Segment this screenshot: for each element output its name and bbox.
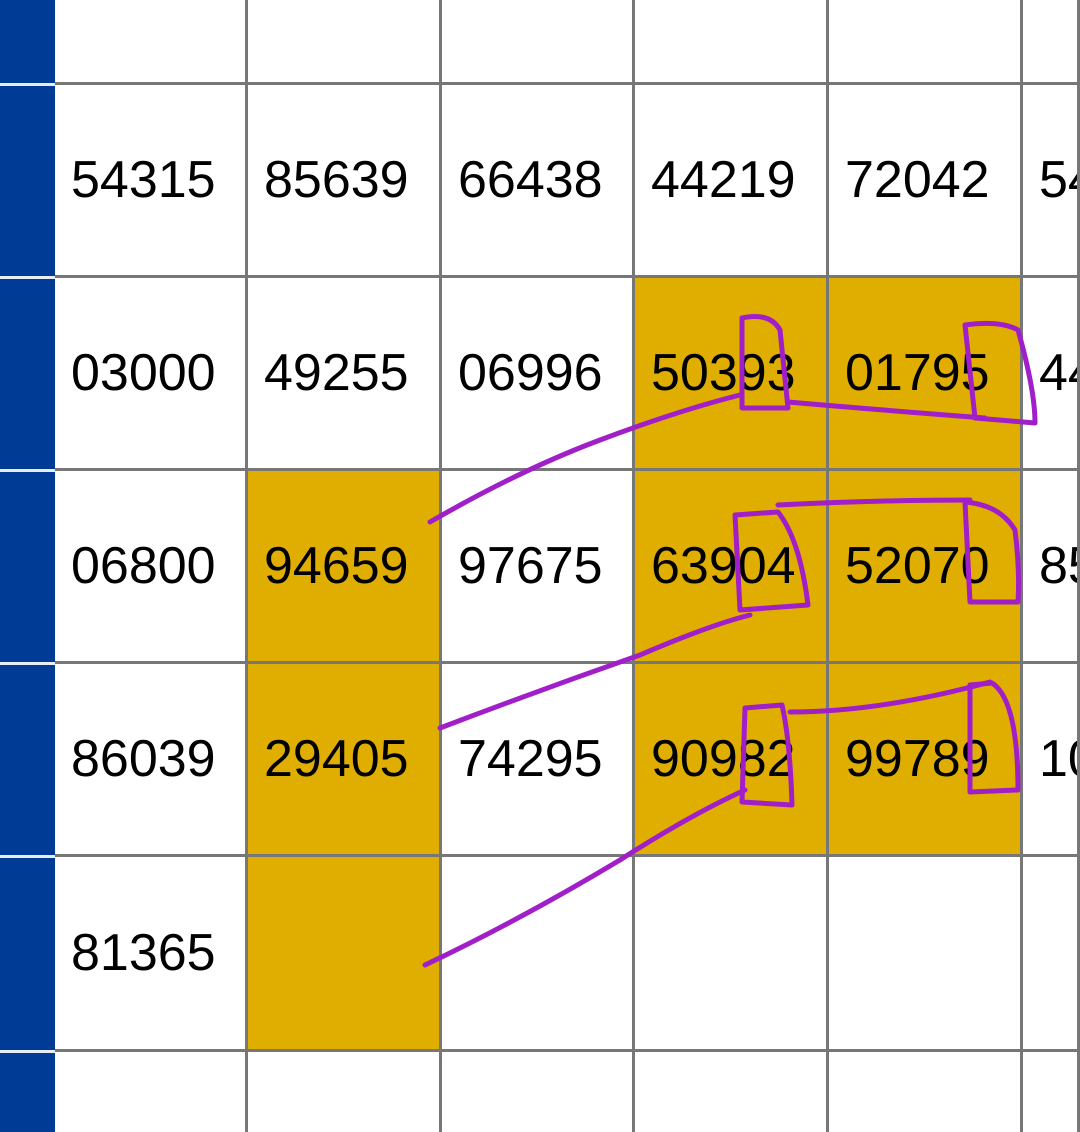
row-header-separator <box>0 276 55 279</box>
table-cell[interactable]: 06996 <box>442 278 635 471</box>
table-cell[interactable] <box>55 0 248 85</box>
row-header-separator <box>0 662 55 665</box>
row-header-separator <box>0 1050 55 1053</box>
table-cell[interactable]: 97675 <box>442 471 635 664</box>
row-header-separator <box>0 855 55 858</box>
table-cell[interactable]: 63904 <box>635 471 829 664</box>
table-cell[interactable]: 03000 <box>55 278 248 471</box>
table-cell[interactable] <box>442 857 635 1052</box>
table-cell[interactable]: 81365 <box>55 857 248 1052</box>
table-cell[interactable] <box>829 857 1023 1052</box>
table-cell[interactable] <box>635 857 829 1052</box>
number-table: 543158563966438442197204254 0300049255069… <box>55 0 1080 1132</box>
table-cell[interactable]: 94659 <box>248 471 442 664</box>
table-cell[interactable] <box>248 857 442 1052</box>
table-cell[interactable]: 66438 <box>442 85 635 278</box>
table-cell[interactable] <box>55 1052 248 1132</box>
table-cell[interactable]: 99789 <box>829 664 1023 857</box>
table-cell[interactable] <box>442 1052 635 1132</box>
table-cell[interactable] <box>829 0 1023 85</box>
table-cell[interactable] <box>248 1052 442 1132</box>
table-cell[interactable]: 29405 <box>248 664 442 857</box>
table-cell[interactable]: 86039 <box>55 664 248 857</box>
table-cell[interactable] <box>635 1052 829 1132</box>
table-cell[interactable]: 72042 <box>829 85 1023 278</box>
row-header-separator <box>0 469 55 472</box>
table-cell[interactable]: 44 <box>1023 278 1080 471</box>
row-header-separator <box>0 83 55 86</box>
table-cell[interactable]: 54 <box>1023 85 1080 278</box>
table-cell[interactable] <box>1023 857 1080 1052</box>
table-cell[interactable]: 54315 <box>55 85 248 278</box>
table-cell[interactable]: 10 <box>1023 664 1080 857</box>
table-cell[interactable]: 85639 <box>248 85 442 278</box>
table-cell[interactable] <box>1023 0 1080 85</box>
table-cell[interactable]: 74295 <box>442 664 635 857</box>
table-cell[interactable] <box>1023 1052 1080 1132</box>
table-cell[interactable]: 90982 <box>635 664 829 857</box>
table-cell[interactable]: 50393 <box>635 278 829 471</box>
table-cell[interactable] <box>442 0 635 85</box>
table-cell[interactable]: 06800 <box>55 471 248 664</box>
table-cell[interactable] <box>248 0 442 85</box>
table-cell[interactable]: 85 <box>1023 471 1080 664</box>
table-cell[interactable]: 52070 <box>829 471 1023 664</box>
table-cell[interactable]: 01795 <box>829 278 1023 471</box>
table-cell[interactable]: 49255 <box>248 278 442 471</box>
table-cell[interactable] <box>635 0 829 85</box>
table-cell[interactable]: 44219 <box>635 85 829 278</box>
row-header-strip <box>0 0 55 1132</box>
table-cell[interactable] <box>829 1052 1023 1132</box>
